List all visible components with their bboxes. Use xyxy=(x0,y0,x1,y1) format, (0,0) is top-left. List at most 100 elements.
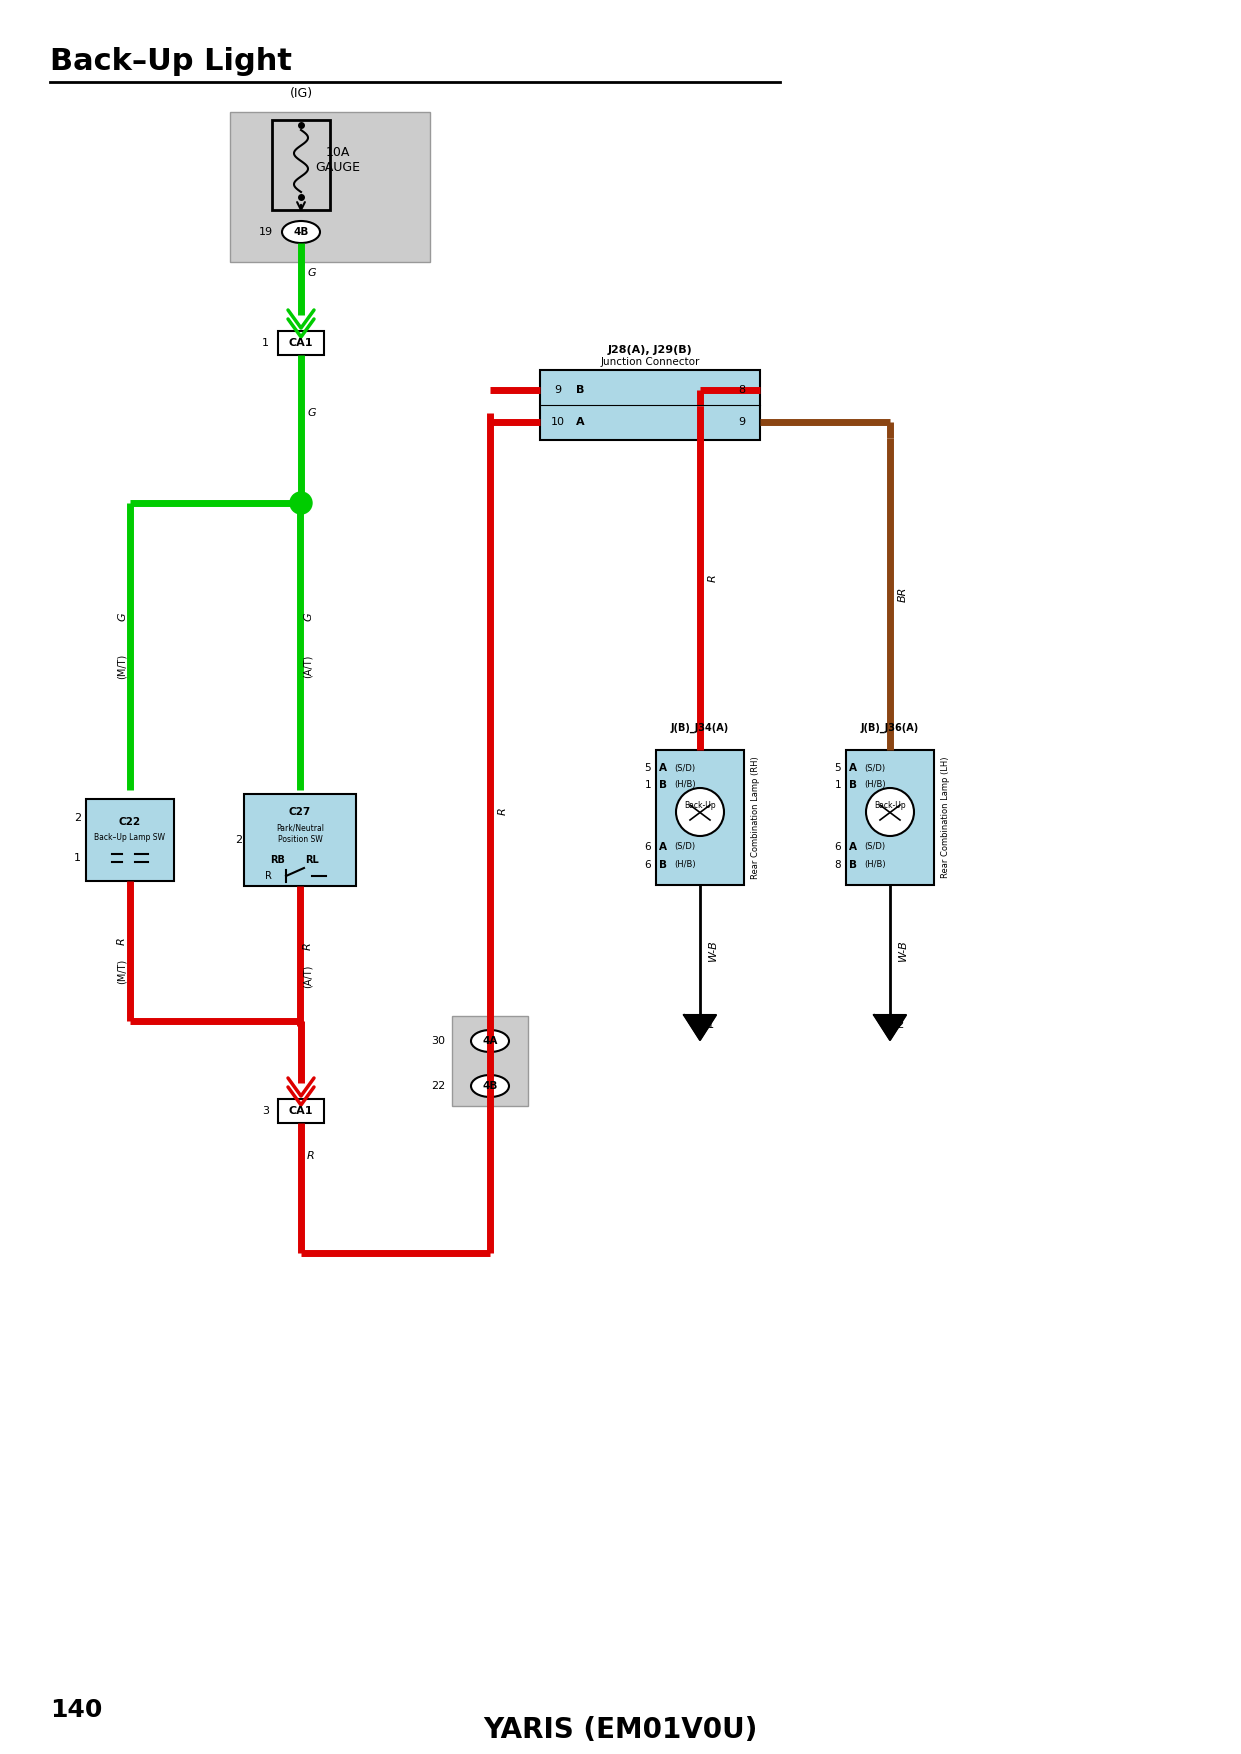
Text: (A/T): (A/T) xyxy=(303,654,313,679)
FancyBboxPatch shape xyxy=(452,1016,527,1107)
FancyBboxPatch shape xyxy=(86,800,174,881)
Text: 22: 22 xyxy=(431,1080,446,1091)
Text: CA1: CA1 xyxy=(289,339,313,347)
Text: B: B xyxy=(659,781,666,789)
FancyBboxPatch shape xyxy=(244,795,356,886)
Text: RB: RB xyxy=(271,854,285,865)
Text: R: R xyxy=(498,807,508,816)
Text: B: B xyxy=(849,781,858,789)
Text: 4B: 4B xyxy=(483,1080,498,1091)
FancyBboxPatch shape xyxy=(278,1100,324,1123)
Text: 8: 8 xyxy=(738,384,746,395)
FancyBboxPatch shape xyxy=(846,751,934,886)
Text: 9: 9 xyxy=(738,417,746,426)
Text: 2: 2 xyxy=(235,835,242,845)
Ellipse shape xyxy=(282,221,320,244)
Text: A: A xyxy=(849,842,858,852)
Text: A: A xyxy=(659,763,666,774)
Text: RL: RL xyxy=(305,854,319,865)
FancyBboxPatch shape xyxy=(230,112,429,261)
Text: B: B xyxy=(576,384,585,395)
Text: (S/D): (S/D) xyxy=(864,842,885,851)
Text: 5: 5 xyxy=(834,763,841,774)
Text: G: G xyxy=(307,409,315,417)
Text: (S/D): (S/D) xyxy=(674,842,695,851)
Text: (M/T): (M/T) xyxy=(117,654,127,679)
Text: 4B: 4B xyxy=(293,226,309,237)
Text: J2: J2 xyxy=(895,1021,906,1030)
Text: 1: 1 xyxy=(834,781,841,789)
Circle shape xyxy=(676,788,724,837)
Text: Back-Up: Back-Up xyxy=(684,800,716,810)
Text: 3: 3 xyxy=(262,1107,269,1116)
Text: (S/D): (S/D) xyxy=(864,763,885,772)
Text: (H/B): (H/B) xyxy=(674,861,696,870)
Text: (IG): (IG) xyxy=(289,88,313,100)
Circle shape xyxy=(290,493,311,514)
Text: 19: 19 xyxy=(259,226,273,237)
Text: 4A: 4A xyxy=(483,1037,498,1045)
Text: R: R xyxy=(709,574,719,582)
Text: 10: 10 xyxy=(551,417,565,426)
Ellipse shape xyxy=(472,1030,509,1052)
Text: A: A xyxy=(576,417,585,426)
Text: 9: 9 xyxy=(555,384,562,395)
Text: (H/B): (H/B) xyxy=(864,861,886,870)
FancyBboxPatch shape xyxy=(540,370,759,440)
Text: BR: BR xyxy=(898,586,908,602)
Text: 30: 30 xyxy=(431,1037,446,1045)
Text: 6: 6 xyxy=(834,842,841,852)
Text: J(B)_J34(A): J(B)_J34(A) xyxy=(671,723,730,733)
FancyBboxPatch shape xyxy=(656,751,745,886)
Text: 6: 6 xyxy=(644,842,652,852)
Text: W-B: W-B xyxy=(709,938,719,961)
Text: G: G xyxy=(117,612,127,621)
Polygon shape xyxy=(874,1016,906,1040)
Text: 6: 6 xyxy=(644,859,652,870)
Ellipse shape xyxy=(472,1075,509,1096)
Text: 1: 1 xyxy=(74,852,81,863)
Text: J(B)_J36(A): J(B)_J36(A) xyxy=(861,723,920,733)
Text: J1: J1 xyxy=(705,1021,715,1030)
Text: (A/T): (A/T) xyxy=(303,965,313,988)
Text: C27: C27 xyxy=(289,807,311,817)
Text: A: A xyxy=(849,763,858,774)
Text: YARIS (EM01V0U): YARIS (EM01V0U) xyxy=(483,1715,757,1743)
Polygon shape xyxy=(684,1016,716,1040)
Text: Junction Connector: Junction Connector xyxy=(601,358,700,367)
Text: (H/B): (H/B) xyxy=(674,781,696,789)
Text: (S/D): (S/D) xyxy=(674,763,695,772)
Text: (H/B): (H/B) xyxy=(864,781,886,789)
FancyBboxPatch shape xyxy=(272,119,330,210)
Circle shape xyxy=(866,788,915,837)
Text: B: B xyxy=(659,859,666,870)
FancyBboxPatch shape xyxy=(278,332,324,354)
Text: Park/Neutral: Park/Neutral xyxy=(276,823,324,833)
Text: 5: 5 xyxy=(644,763,652,774)
Text: Rear Combination Lamp (LH): Rear Combination Lamp (LH) xyxy=(942,756,951,879)
Text: 140: 140 xyxy=(50,1698,102,1722)
Text: 1: 1 xyxy=(644,781,652,789)
Text: G: G xyxy=(307,268,315,277)
Text: 1: 1 xyxy=(262,339,269,347)
Text: Rear Combination Lamp (RH): Rear Combination Lamp (RH) xyxy=(752,756,761,879)
Text: Back–Up Light: Back–Up Light xyxy=(50,47,292,77)
Text: 2: 2 xyxy=(74,814,81,823)
Text: Position SW: Position SW xyxy=(278,835,323,844)
Text: A: A xyxy=(659,842,666,852)
Text: 8: 8 xyxy=(834,859,841,870)
Text: CA1: CA1 xyxy=(289,1107,313,1116)
Text: Back–Up Lamp SW: Back–Up Lamp SW xyxy=(94,833,165,842)
Text: R: R xyxy=(303,942,313,951)
Text: J28(A), J29(B): J28(A), J29(B) xyxy=(608,346,692,354)
Text: B: B xyxy=(849,859,858,870)
Text: W-B: W-B xyxy=(898,938,908,961)
Text: R: R xyxy=(117,937,127,945)
Text: 10A
GAUGE: 10A GAUGE xyxy=(315,146,360,174)
Text: R: R xyxy=(264,872,272,881)
Text: (M/T): (M/T) xyxy=(117,958,127,984)
Text: G: G xyxy=(303,612,313,621)
Text: Back-Up: Back-Up xyxy=(874,800,906,810)
Text: C22: C22 xyxy=(119,817,141,826)
Text: R: R xyxy=(307,1151,315,1161)
